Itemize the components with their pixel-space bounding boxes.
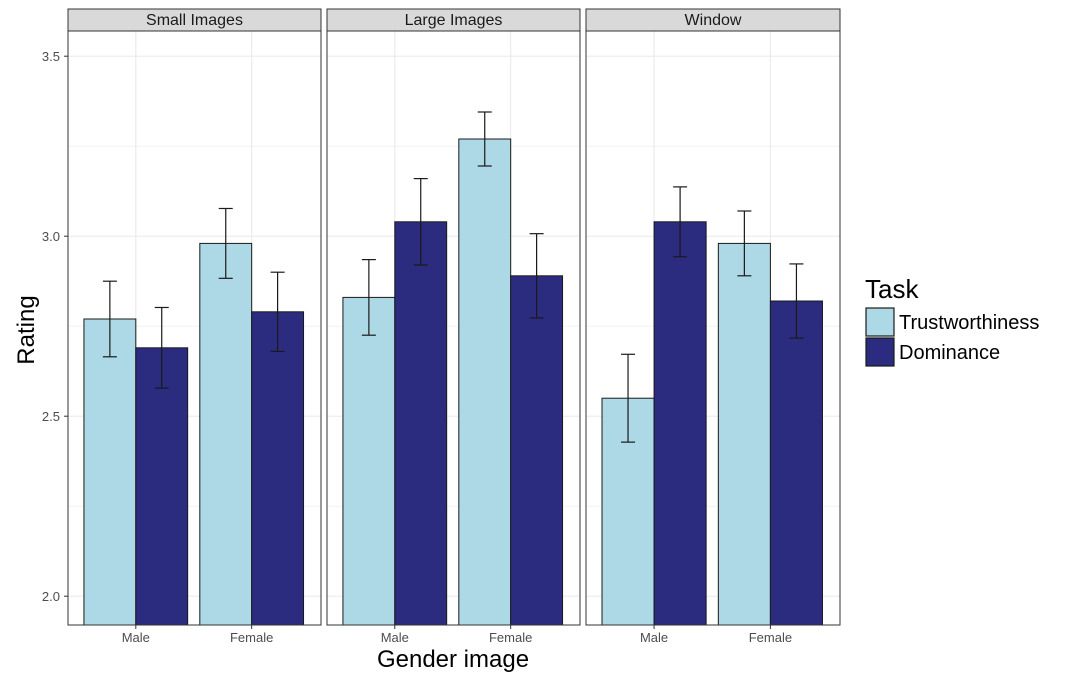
x-tick-label: Female: [230, 630, 273, 645]
facet-strip-label: Large Images: [405, 12, 503, 29]
legend-label-trustworthiness: Trustworthiness: [899, 312, 1039, 334]
bar-trustworthiness: [83, 318, 137, 626]
y-tick-label: 3.5: [42, 49, 60, 64]
x-tick-label: Male: [381, 630, 409, 645]
panel-border: [67, 30, 322, 626]
facet-strip-label: Window: [685, 12, 742, 29]
y-axis-title: Rating: [13, 295, 40, 364]
y-tick-label: 2.5: [42, 409, 60, 424]
panel-border: [326, 30, 581, 626]
bar-trustworthiness: [199, 242, 253, 626]
facet-panel: Window Male Female: [585, 8, 841, 645]
bar-trustworthiness: [342, 296, 396, 626]
legend-label-dominance: Dominance: [899, 342, 1000, 364]
y-tick-label: 3.0: [42, 229, 60, 244]
panel-border: [585, 30, 841, 626]
bar-trustworthiness: [717, 242, 771, 626]
x-tick-label: Female: [749, 630, 792, 645]
x-tick-label: Male: [122, 630, 150, 645]
legend-swatch-trustworthiness: [865, 307, 895, 337]
bar-dominance: [394, 221, 448, 626]
y-tick-label: 2.0: [42, 589, 60, 604]
bar-trustworthiness: [458, 138, 512, 626]
bar-dominance: [653, 221, 707, 626]
x-tick-label: Female: [489, 630, 532, 645]
bar-dominance: [769, 300, 823, 626]
bar-dominance: [251, 311, 305, 626]
legend-swatch-dominance: [865, 337, 895, 367]
facet-strip-label: Small Images: [146, 12, 243, 29]
x-axis-title: Gender image: [377, 646, 529, 673]
facet-panels: Small Images Male Female Large Images Male Fe…: [67, 8, 841, 645]
facet-panel: Small Images Male Female: [67, 8, 322, 645]
legend: Task Trustworthiness Dominance: [865, 274, 1039, 367]
x-tick-label: Male: [640, 630, 668, 645]
bar-dominance: [510, 275, 564, 626]
y-axis: 2.0 2.5 3.0 3.5: [42, 49, 68, 604]
legend-title: Task: [865, 274, 919, 304]
facet-panel: Large Images Male Female: [326, 8, 581, 645]
bar-dominance: [135, 347, 189, 626]
